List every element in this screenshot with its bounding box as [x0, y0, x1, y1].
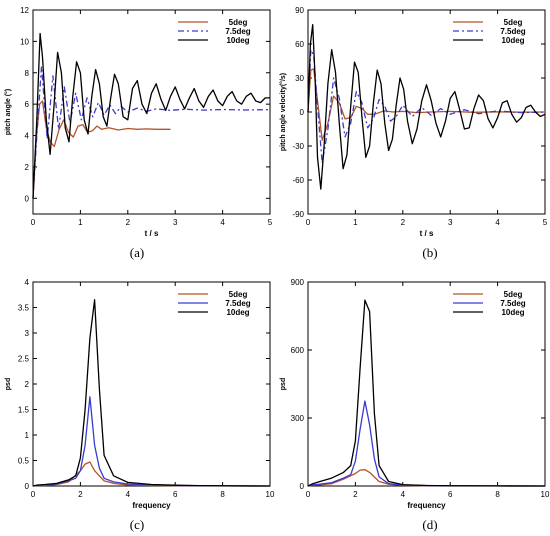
- series-line-5deg: [32, 461, 271, 487]
- y-axis-title: psd: [5, 378, 12, 390]
- x-tick-label: 10: [541, 490, 550, 499]
- series-line-10deg: [307, 24, 546, 190]
- panel-label-d: (d): [422, 517, 438, 532]
- y-tick-label: 60: [295, 40, 304, 49]
- legend-label-5deg: 5deg: [229, 290, 248, 299]
- x-tick-label: 3: [173, 218, 178, 227]
- y-tick-label: 30: [295, 74, 304, 83]
- panel-label-c: (c): [129, 517, 145, 532]
- y-tick-label: 0.5: [18, 457, 30, 466]
- y-axis-title: psd: [280, 378, 287, 390]
- series-line-7-5deg: [307, 400, 546, 487]
- y-tick-label: 12: [20, 6, 29, 15]
- x-tick-label: 4: [495, 218, 500, 227]
- y-tick-label: 2.5: [18, 355, 30, 364]
- x-tick-label: 0: [306, 490, 311, 499]
- x-tick-label: 0: [31, 218, 36, 227]
- legend-label-5deg: 5deg: [504, 18, 523, 27]
- x-tick-label: 5: [543, 218, 548, 227]
- chart-panel-c-psd: 0 2 4 6 8 1000.511.522.533.54frequencypsd5deg…: [5, 278, 275, 510]
- y-tick-label: 0: [25, 482, 30, 491]
- y-tick-label: 4: [25, 278, 30, 287]
- legend-label-7-5deg: 7.5deg: [225, 299, 250, 308]
- panel-label-b: (b): [422, 245, 438, 260]
- panel-label-a: (a): [129, 245, 145, 260]
- legend-label-10deg: 10deg: [501, 36, 524, 45]
- x-tick-label: 2: [353, 490, 358, 499]
- y-tick-label: 3.5: [18, 304, 30, 313]
- series-line-7-5deg: [32, 396, 271, 487]
- x-tick-label: 0: [31, 490, 36, 499]
- y-tick-label: 2: [25, 380, 30, 389]
- y-tick-label: 600: [291, 346, 305, 355]
- x-tick-label: 4: [220, 218, 225, 227]
- x-tick-label: 4: [401, 490, 406, 499]
- y-tick-label: 900: [291, 278, 305, 287]
- legend-label-5deg: 5deg: [229, 18, 248, 27]
- x-tick-label: 1: [353, 218, 358, 227]
- legend-label-10deg: 10deg: [226, 308, 249, 317]
- y-tick-label: 0: [25, 194, 30, 203]
- y-tick-label: 8: [25, 69, 30, 78]
- legend-label-7-5deg: 7.5deg: [500, 27, 525, 36]
- y-tick-label: 2: [25, 163, 30, 172]
- y-axis-title: pitch angle velocity(°/s): [279, 73, 287, 151]
- series-line-10deg: [307, 299, 546, 487]
- x-axis-title: frequency: [407, 501, 446, 510]
- y-tick-label: 1: [25, 431, 30, 440]
- x-tick-label: 3: [448, 218, 453, 227]
- x-axis-title: frequency: [132, 501, 171, 510]
- y-tick-label: 0: [300, 108, 305, 117]
- x-tick-label: 6: [448, 490, 453, 499]
- x-tick-label: 5: [268, 218, 273, 227]
- x-tick-label: 8: [495, 490, 500, 499]
- series-line-7-5deg: [307, 49, 546, 164]
- series-line-5deg: [307, 68, 546, 141]
- y-axis-title: pitch angle (°): [4, 89, 12, 135]
- y-tick-label: 4: [25, 132, 30, 141]
- y-tick-label: 3: [25, 329, 30, 338]
- x-tick-label: 6: [173, 490, 178, 499]
- y-tick-label: 10: [20, 37, 29, 46]
- chart-panel-d-psd: 0 2 4 6 8 10 0 300 600 900 frequency psd 5deg7.5deg1…: [280, 278, 550, 510]
- y-tick-label: 90: [295, 6, 304, 15]
- x-axis-title: t / s: [420, 229, 434, 238]
- x-tick-label: 1: [78, 218, 83, 227]
- legend-label-7-5deg: 7.5deg: [225, 27, 250, 36]
- legend-label-10deg: 10deg: [501, 308, 524, 317]
- chart-panel-b-pitch-angle-velocity: 0 1 2 3 4 5 -90 -60 -30 0 30 60 90 t / s pitch angle v…: [279, 6, 548, 238]
- x-tick-label: 2: [126, 218, 131, 227]
- y-tick-label: -60: [292, 176, 304, 185]
- legend-label-10deg: 10deg: [226, 36, 249, 45]
- x-axis-title: t / s: [145, 229, 159, 238]
- x-tick-label: 2: [401, 218, 406, 227]
- legend-label-7-5deg: 7.5deg: [500, 299, 525, 308]
- y-tick-label: -90: [292, 210, 304, 219]
- y-tick-label: -30: [292, 142, 304, 151]
- y-tick-label: 300: [291, 414, 305, 423]
- series-line-10deg: [32, 299, 271, 487]
- plot-frame: [32, 9, 271, 215]
- series-line-5deg: [32, 100, 171, 199]
- series-line-10deg: [32, 32, 270, 199]
- x-tick-label: 8: [220, 490, 225, 499]
- x-tick-label: 0: [306, 218, 311, 227]
- x-tick-label: 10: [266, 490, 275, 499]
- y-tick-label: 6: [25, 100, 30, 109]
- x-tick-label: 2: [78, 490, 83, 499]
- x-tick-label: 4: [126, 490, 131, 499]
- y-tick-label: 1.5: [18, 406, 30, 415]
- legend-label-5deg: 5deg: [504, 290, 523, 299]
- y-tick-label: 0: [300, 482, 305, 491]
